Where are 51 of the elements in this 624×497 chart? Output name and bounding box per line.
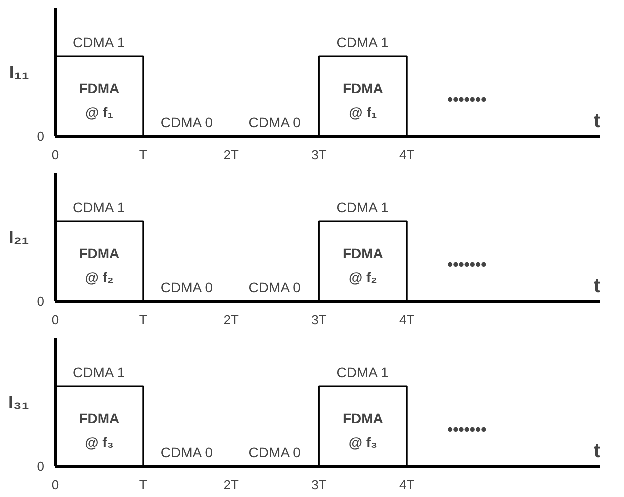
x-tick-label: 3T — [312, 312, 327, 328]
x-tick-label: 2T — [224, 312, 239, 328]
y-axis-title: I₃₁ — [8, 392, 30, 412]
x-tick-label: 2T — [224, 148, 239, 162]
annotation: ••••••• — [448, 92, 488, 109]
annotation: FDMA — [342, 410, 384, 426]
x-tick-label: 2T — [224, 478, 239, 492]
x-axis-title: t — [594, 110, 601, 132]
annotation: ••••••• — [448, 257, 488, 274]
annotation: @ f₂ — [85, 270, 114, 286]
annotation: @ f₃ — [85, 434, 114, 450]
annotation: FDMA — [342, 246, 384, 262]
annotation: @ f₃ — [348, 434, 378, 450]
x-tick-label: 0 — [52, 478, 60, 492]
x-tick-label: 0 — [52, 312, 60, 328]
annotation: FDMA — [79, 246, 120, 262]
annotation: @ f₁ — [349, 104, 378, 120]
annotation: CDMA 1 — [336, 364, 390, 380]
annotation: FDMA — [342, 80, 384, 96]
annotation: CDMA 1 — [73, 364, 126, 380]
text: 0 — [37, 294, 45, 309]
text: 0 — [37, 129, 45, 144]
text: 0 — [37, 459, 45, 474]
annotation: @ f₂ — [348, 270, 378, 286]
annotation: CDMA 1 — [73, 34, 126, 50]
annotation: CDMA 1 — [336, 34, 390, 50]
x-tick-label: 3T — [312, 478, 327, 492]
y-axis-title: I₁₁ — [9, 62, 30, 82]
annotation: FDMA — [79, 80, 120, 96]
annotation: CDMA 0 — [160, 444, 214, 460]
x-tick-label: 4T — [400, 312, 415, 328]
x-axis-title: t — [594, 440, 601, 462]
annotation: CDMA 0 — [160, 280, 214, 296]
annotation: CDMA 0 — [248, 114, 302, 130]
annotation: CDMA 1 — [336, 200, 390, 216]
annotation: @ f₁ — [85, 104, 114, 120]
x-tick-label: 4T — [400, 478, 415, 492]
x-tick-label: T — [139, 312, 148, 328]
annotation: ••••••• — [448, 422, 488, 439]
annotation: FDMA — [79, 410, 120, 426]
y-axis-title: I₂₁ — [8, 228, 30, 248]
x-axis-title: t — [594, 276, 601, 298]
x-tick-label: 4T — [400, 148, 415, 162]
annotation: CDMA 0 — [160, 114, 214, 130]
annotation: CDMA 0 — [248, 444, 302, 460]
x-tick-label: 0 — [52, 148, 60, 162]
x-tick-label: T — [139, 478, 148, 492]
x-tick-label: 3T — [312, 148, 327, 162]
annotation: CDMA 0 — [248, 280, 302, 296]
annotation: CDMA 1 — [73, 200, 126, 216]
x-tick-label: T — [139, 148, 148, 162]
